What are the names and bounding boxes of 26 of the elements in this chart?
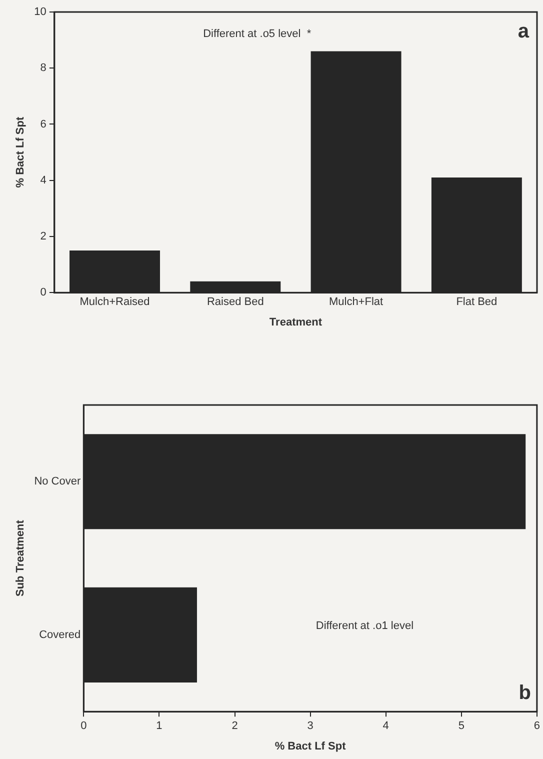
x-tick-label: Mulch+Raised — [80, 296, 150, 308]
x-tick-label: 6 — [534, 720, 540, 732]
x-tick-label: 1 — [156, 720, 162, 732]
x-tick-label: 2 — [232, 720, 238, 732]
y-axis-title: % Bact Lf Spt — [14, 116, 27, 188]
x-axis-title: % Bact Lf Spt — [274, 740, 346, 752]
y-tick-label: Covered — [39, 628, 81, 641]
y-tick-label: 6 — [40, 118, 46, 130]
x-tick-label: 3 — [307, 720, 314, 732]
x-tick-label: Mulch+Flat — [328, 296, 384, 308]
y-tick-label: 2 — [40, 230, 46, 243]
y-tick-label: 0 — [40, 286, 46, 299]
annotation: a — [518, 20, 530, 43]
x-tick-label: 5 — [458, 720, 464, 732]
annotation: Different at .o5 level * — [203, 28, 312, 40]
y-tick-label: 4 — [40, 174, 46, 186]
x-axis-title: Treatment — [269, 316, 322, 328]
y-tick-label: No Cover — [34, 476, 81, 488]
x-tick-label: Raised Bed — [206, 296, 264, 308]
y-tick-label: 10 — [34, 6, 46, 18]
annotation: Different at .o1 level — [316, 620, 414, 632]
y-axis-title: Sub Treatment — [14, 520, 27, 597]
x-tick-label: Flat Bed — [456, 296, 498, 308]
x-tick-label: 4 — [382, 720, 389, 732]
y-tick-label: 8 — [40, 62, 46, 74]
annotation: b — [518, 682, 531, 704]
